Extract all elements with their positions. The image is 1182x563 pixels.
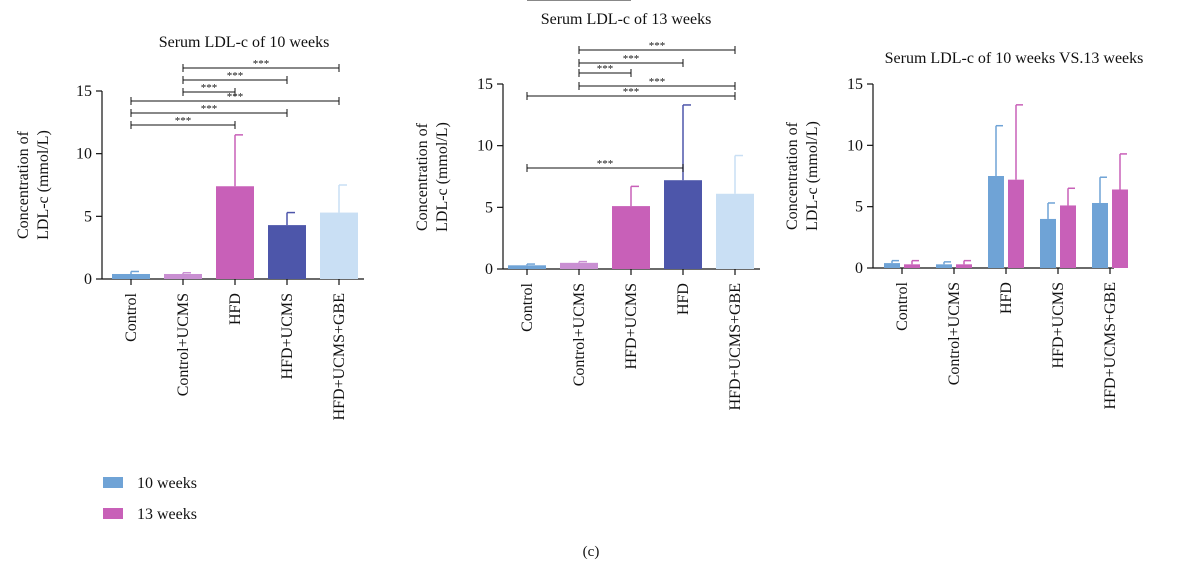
x-tick-label-control-ucms: Control+UCMS [571,283,588,386]
significance-stars: *** [623,53,640,65]
bar-control-10-weeks [884,263,900,268]
legend-swatch-13-weeks [103,508,123,519]
y-tick-label: 15 [477,76,493,93]
bar-hfd-ucms-gbe [716,193,754,269]
y-tick-label: 5 [855,199,863,216]
significance-stars: *** [201,82,218,94]
y-tick-label: 5 [485,199,493,216]
chart-title: Serum LDL-c of 13 weeks [541,11,712,28]
bar-hfd-ucms-gbe-13-weeks [1112,189,1128,268]
y-tick-label: 10 [76,146,92,163]
bar-hfd-ucms-gbe [320,212,358,279]
x-tick-label-control-ucms: Control+UCMS [175,293,192,396]
bar-control-13-weeks [904,264,920,268]
y-axis-label: LDL-c (mmol/L) [35,130,52,240]
chart-title: Serum LDL-c of 10 weeks [159,34,330,51]
significance-stars: *** [597,63,614,75]
x-tick-label-hfd-ucms-gbe: HFD+UCMS+GBE [1102,282,1119,409]
bar-hfd [216,186,254,279]
y-tick-label: 10 [477,138,493,155]
significance-stars: *** [571,0,588,3]
bar-hfd [664,180,702,269]
bar-control [112,273,150,279]
y-tick-label: 0 [485,261,493,278]
y-axis-label: Concentration of [784,121,801,230]
chart-title: Serum LDL-c of 10 weeks VS.13 weeks [885,50,1144,67]
significance-stars: *** [649,76,666,88]
x-tick-label-hfd: HFD [227,293,244,325]
y-axis-label: LDL-c (mmol/L) [434,122,451,232]
y-tick-label: 15 [76,83,92,100]
x-tick-label-control: Control [519,282,536,331]
chart-ldl-10-weeks: Serum LDL-c of 10 weeks Concentration of L… [15,34,364,420]
bar-hfd-ucms [268,225,306,279]
bar-hfd-ucms-13-weeks [1060,205,1076,268]
bar-control-ucms [164,273,202,279]
bar-hfd-ucms [612,206,650,269]
bar-control-ucms-10-weeks [936,264,952,268]
legend-label-13-weeks: 13 weeks [137,506,197,523]
x-tick-label-hfd: HFD [675,283,692,315]
y-tick-label: 5 [84,208,92,225]
legend-swatch-10-weeks [103,477,123,488]
bar-control [508,265,546,269]
figure-caption: (c) [583,544,600,560]
bar-hfd-13-weeks [1008,179,1024,268]
significance-stars: *** [227,91,244,103]
significance-stars: *** [227,70,244,82]
bar-control-ucms-13-weeks [956,264,972,268]
x-tick-label-control: Control [123,292,140,341]
x-tick-label-control-ucms: Control+UCMS [946,282,963,385]
legend: 10 weeks 13 weeks [103,475,197,523]
x-tick-label-hfd-ucms-gbe: HFD+UCMS+GBE [727,283,744,410]
x-tick-label-hfd-ucms-gbe: HFD+UCMS+GBE [331,293,348,420]
significance-stars: *** [201,103,218,115]
significance-stars: *** [175,115,192,127]
significance-stars: *** [649,40,666,52]
y-tick-label: 10 [847,137,863,154]
significance-stars: *** [623,86,640,98]
bar-hfd-ucms-gbe-10-weeks [1092,202,1108,268]
legend-label-10-weeks: 10 weeks [137,475,197,492]
y-tick-label: 0 [855,260,863,277]
chart-ldl-13-weeks: Serum LDL-c of 13 weeks Concentration of L… [414,0,760,410]
significance-stars: *** [253,58,270,70]
y-axis-label: LDL-c (mmol/L) [804,121,821,231]
x-tick-label-hfd-ucms: HFD+UCMS [1050,282,1067,368]
significance-stars: *** [597,158,614,170]
chart-ldl-10-vs-13-weeks: Serum LDL-c of 10 weeks VS.13 weeks Conce… [784,50,1143,409]
bar-hfd-10-weeks [988,176,1004,268]
y-axis-label: Concentration of [15,130,32,239]
y-axis-label: Concentration of [414,122,431,231]
x-tick-label-hfd: HFD [998,282,1015,314]
y-tick-label: 15 [847,76,863,93]
bar-hfd-ucms-10-weeks [1040,218,1056,268]
x-tick-label-control: Control [894,281,911,330]
y-tick-label: 0 [84,271,92,288]
x-tick-label-hfd-ucms: HFD+UCMS [623,283,640,369]
bar-control-ucms [560,262,598,269]
x-tick-label-hfd-ucms: HFD+UCMS [279,293,296,379]
